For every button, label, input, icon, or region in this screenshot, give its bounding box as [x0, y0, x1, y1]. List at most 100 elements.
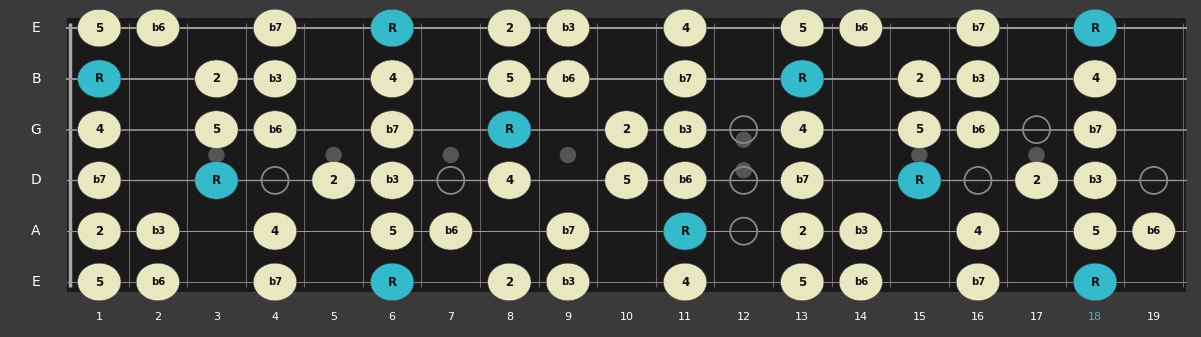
- Text: b3: b3: [1088, 175, 1103, 185]
- Ellipse shape: [488, 111, 531, 148]
- Ellipse shape: [136, 212, 179, 250]
- Text: 2: 2: [213, 72, 221, 85]
- Ellipse shape: [253, 212, 297, 250]
- Text: R: R: [915, 174, 924, 187]
- Text: 8: 8: [506, 312, 513, 322]
- Ellipse shape: [897, 162, 942, 199]
- Text: b7: b7: [1088, 125, 1103, 134]
- Ellipse shape: [371, 263, 414, 301]
- Text: 9: 9: [564, 312, 572, 322]
- Ellipse shape: [488, 162, 531, 199]
- Ellipse shape: [371, 111, 414, 148]
- Text: 5: 5: [506, 72, 514, 85]
- Ellipse shape: [663, 162, 706, 199]
- Ellipse shape: [956, 212, 999, 250]
- Ellipse shape: [195, 162, 238, 199]
- Ellipse shape: [897, 60, 942, 98]
- Text: b3: b3: [561, 277, 575, 287]
- Text: b7: b7: [268, 277, 282, 287]
- Ellipse shape: [253, 60, 297, 98]
- Ellipse shape: [663, 111, 706, 148]
- Ellipse shape: [195, 111, 238, 148]
- Text: 2: 2: [1033, 174, 1040, 187]
- Ellipse shape: [1074, 263, 1117, 301]
- Text: b6: b6: [151, 277, 165, 287]
- Circle shape: [736, 163, 751, 178]
- Ellipse shape: [312, 162, 355, 199]
- Ellipse shape: [605, 111, 649, 148]
- Text: 5: 5: [95, 22, 103, 34]
- Text: b6: b6: [268, 125, 282, 134]
- Ellipse shape: [488, 60, 531, 98]
- Ellipse shape: [1074, 111, 1117, 148]
- Text: b6: b6: [854, 23, 868, 33]
- Text: 3: 3: [213, 312, 220, 322]
- Ellipse shape: [253, 9, 297, 47]
- Text: b6: b6: [561, 74, 575, 84]
- Ellipse shape: [78, 162, 121, 199]
- Ellipse shape: [956, 263, 999, 301]
- Text: 7: 7: [447, 312, 454, 322]
- Ellipse shape: [663, 212, 706, 250]
- Ellipse shape: [488, 9, 531, 47]
- Ellipse shape: [371, 60, 414, 98]
- Text: b7: b7: [679, 74, 692, 84]
- Text: E: E: [31, 21, 41, 35]
- Text: b3: b3: [151, 226, 165, 236]
- Text: b7: b7: [561, 226, 575, 236]
- Ellipse shape: [663, 9, 706, 47]
- Text: 5: 5: [799, 276, 806, 288]
- Ellipse shape: [78, 60, 121, 98]
- Ellipse shape: [605, 162, 649, 199]
- Text: E: E: [31, 275, 41, 289]
- Text: 5: 5: [799, 22, 806, 34]
- Text: 13: 13: [795, 312, 809, 322]
- Text: 11: 11: [679, 312, 692, 322]
- Ellipse shape: [78, 212, 121, 250]
- Text: 2: 2: [329, 174, 337, 187]
- Text: b7: b7: [970, 23, 985, 33]
- Text: b3: b3: [268, 74, 282, 84]
- Ellipse shape: [663, 60, 706, 98]
- Text: G: G: [30, 123, 41, 136]
- Ellipse shape: [956, 60, 999, 98]
- Text: R: R: [388, 276, 396, 288]
- Ellipse shape: [781, 212, 824, 250]
- Text: b7: b7: [92, 175, 107, 185]
- Text: 17: 17: [1029, 312, 1044, 322]
- Ellipse shape: [546, 9, 590, 47]
- Ellipse shape: [136, 9, 179, 47]
- Text: 19: 19: [1147, 312, 1161, 322]
- Text: 4: 4: [681, 276, 689, 288]
- Ellipse shape: [195, 60, 238, 98]
- Ellipse shape: [371, 9, 414, 47]
- Text: R: R: [504, 123, 514, 136]
- Ellipse shape: [78, 263, 121, 301]
- Text: b7: b7: [970, 277, 985, 287]
- Text: R: R: [388, 22, 396, 34]
- Ellipse shape: [1133, 212, 1176, 250]
- Text: b6: b6: [443, 226, 458, 236]
- Text: b7: b7: [268, 23, 282, 33]
- Circle shape: [327, 148, 341, 162]
- Ellipse shape: [253, 111, 297, 148]
- Text: B: B: [31, 72, 41, 86]
- Text: R: R: [95, 72, 103, 85]
- Ellipse shape: [781, 162, 824, 199]
- Ellipse shape: [781, 9, 824, 47]
- Text: 15: 15: [913, 312, 926, 322]
- Text: 16: 16: [970, 312, 985, 322]
- Text: 2: 2: [506, 22, 513, 34]
- Text: 5: 5: [95, 276, 103, 288]
- Text: 1: 1: [96, 312, 103, 322]
- Ellipse shape: [546, 263, 590, 301]
- Text: b7: b7: [795, 175, 809, 185]
- Ellipse shape: [781, 111, 824, 148]
- FancyBboxPatch shape: [67, 18, 1185, 292]
- Text: 5: 5: [213, 123, 221, 136]
- Text: 4: 4: [95, 123, 103, 136]
- Text: b3: b3: [970, 74, 985, 84]
- Text: 6: 6: [389, 312, 395, 322]
- Text: 4: 4: [271, 225, 279, 238]
- Text: R: R: [211, 174, 221, 187]
